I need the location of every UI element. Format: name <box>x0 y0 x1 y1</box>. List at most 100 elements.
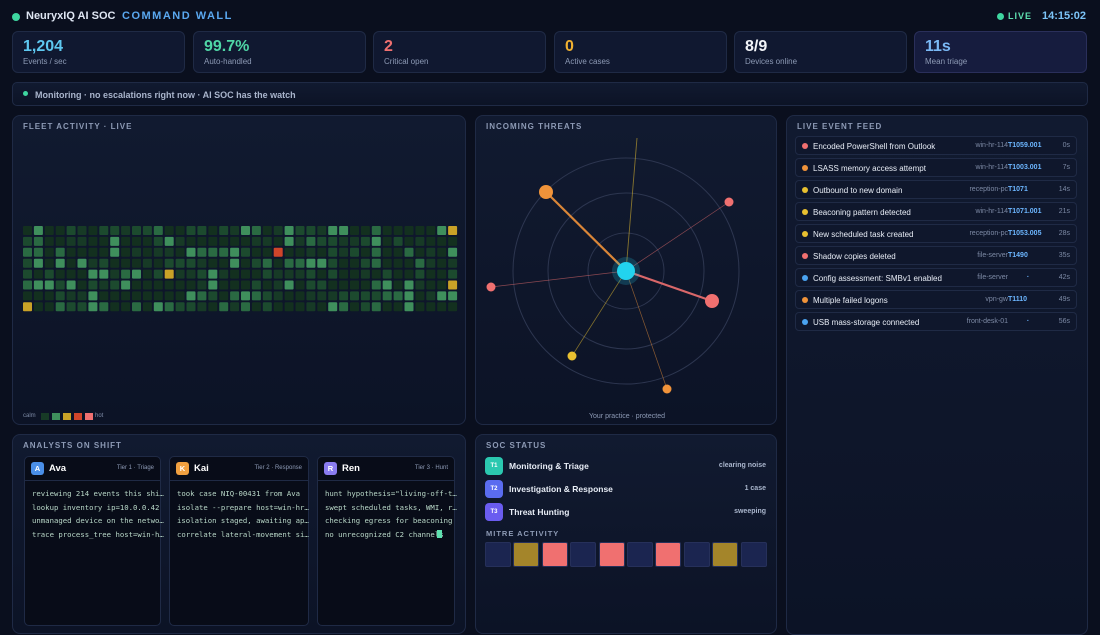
tier-status: 1 case <box>744 485 766 492</box>
event-age: 7s <box>1062 164 1070 171</box>
heat-cell <box>23 247 32 257</box>
live-dot <box>12 13 20 21</box>
heat-cell <box>164 236 174 246</box>
event-host: win-hr-114 <box>975 142 1008 149</box>
heat-cell <box>251 247 261 257</box>
heat-cell <box>284 236 294 246</box>
avatar: R <box>324 462 337 475</box>
heat-cell <box>350 302 359 312</box>
heat-cell <box>230 236 240 246</box>
heat-cell <box>132 269 141 279</box>
heat-cell <box>66 280 76 290</box>
event-age: 42s <box>1058 274 1070 281</box>
heat-cell <box>360 226 370 235</box>
stat-label: Devices online <box>745 57 798 66</box>
mitre-tile <box>627 542 653 567</box>
heat-cell <box>175 247 185 257</box>
mitre-tile <box>655 542 682 567</box>
threat-line <box>625 137 638 272</box>
stat-label: Auto-handled <box>204 57 252 66</box>
heat-cell <box>164 226 174 235</box>
heat-cell <box>208 291 218 301</box>
log-line: took case NIQ-00431 from Ava <box>177 489 301 498</box>
heat-cell <box>273 269 283 279</box>
event-age: 0s <box>1062 142 1070 149</box>
severity-dot <box>802 297 808 303</box>
event-age: 56s <box>1058 318 1070 325</box>
feed-row: Multiple failed logons vpn-gw T1110 49s <box>795 290 1077 309</box>
avatar: A <box>31 462 44 475</box>
heat-cell <box>350 269 359 279</box>
banner: Monitoring · no escalations right now · … <box>12 82 1088 106</box>
heat-cell <box>295 269 305 279</box>
heat-cell <box>404 247 414 257</box>
threat-dot <box>539 185 553 199</box>
severity-dot <box>802 165 808 171</box>
stat-value: 2 <box>384 38 393 55</box>
heat-cell <box>219 247 229 257</box>
heat-cell <box>273 280 283 290</box>
heat-cell <box>306 302 316 312</box>
heat-cell <box>415 226 425 235</box>
heat-cell <box>88 236 98 246</box>
heat-cell <box>110 258 120 268</box>
event-technique: T1490 <box>1008 252 1028 259</box>
heat-cell <box>273 236 283 246</box>
heat-cell <box>153 280 163 290</box>
heat-cell <box>317 247 327 257</box>
heat-cell <box>153 291 163 301</box>
heat-cell <box>186 280 196 290</box>
heat-cell <box>230 280 240 290</box>
log-line: no unrecognized C2 channels <box>325 529 444 539</box>
threat-line <box>625 201 730 272</box>
heat-cell <box>44 226 54 235</box>
heat-cell <box>44 280 54 290</box>
heat-cell <box>219 236 229 246</box>
heat-cell <box>382 302 392 312</box>
banner-dot <box>23 91 28 96</box>
heat-cell <box>77 280 87 290</box>
event-technique: T1071 <box>1008 186 1028 193</box>
heat-cell <box>360 280 370 290</box>
heat-cell <box>44 269 54 279</box>
heat-cell <box>175 236 185 246</box>
stat-value: 11s <box>925 38 951 55</box>
heat-cell <box>251 226 261 235</box>
heat-cell <box>77 291 87 301</box>
heat-cell <box>284 258 294 268</box>
heat-cell <box>164 269 174 279</box>
heat-cell <box>415 236 425 246</box>
heat-cell <box>23 302 32 312</box>
heat-cell <box>415 302 425 312</box>
heat-cell <box>23 280 32 290</box>
heat-cell <box>153 269 163 279</box>
heat-cell <box>284 302 294 312</box>
heat-cell <box>371 236 381 246</box>
log-line: unmanaged device on the netwo… <box>32 516 164 525</box>
heat-cell <box>241 302 250 312</box>
heat-cell <box>404 291 414 301</box>
heat-cell <box>448 226 458 235</box>
event-name: New scheduled task created <box>813 230 914 239</box>
heat-cell <box>273 291 283 301</box>
heat-cell <box>77 226 87 235</box>
heat-cell <box>371 269 381 279</box>
feed-row: Outbound to new domain reception-pc T1071 1… <box>795 180 1077 199</box>
log-line: swept scheduled tasks, WMI, r… <box>325 502 457 512</box>
heat-cell <box>317 226 327 235</box>
heat-cell <box>44 247 54 257</box>
heat-cell <box>448 280 458 290</box>
heat-cell <box>350 236 359 246</box>
heat-cell <box>33 280 43 290</box>
heat-cell <box>262 247 272 257</box>
heat-cell <box>33 269 43 279</box>
heat-cell <box>328 247 338 257</box>
threat-dot <box>567 351 577 361</box>
tier-badge: T3 <box>485 503 503 521</box>
heat-cell <box>328 280 338 290</box>
heat-cell <box>393 291 403 301</box>
heat-cell <box>77 258 87 268</box>
analyst-role: Tier 3 · Hunt <box>414 465 448 471</box>
heat-cell <box>175 226 185 235</box>
heat-cell <box>284 226 294 235</box>
